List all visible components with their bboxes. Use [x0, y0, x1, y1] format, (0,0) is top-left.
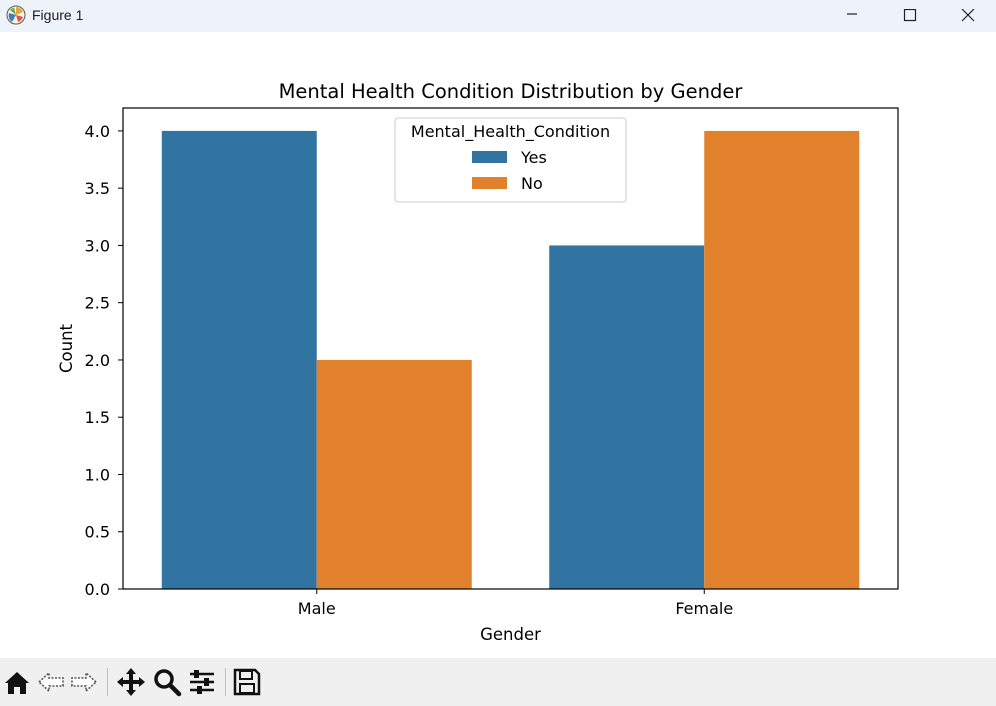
- configure-subplots-icon: [190, 670, 214, 694]
- legend-label-yes: Yes: [520, 148, 547, 167]
- window-titlebar: Figure 1: [0, 0, 996, 32]
- zoom-icon: [154, 669, 182, 697]
- legend-label-no: No: [521, 174, 543, 193]
- zoom-button[interactable]: [151, 666, 183, 698]
- bar-yes-female: [549, 245, 705, 589]
- bar-no-male: [316, 359, 472, 589]
- save-icon: [233, 668, 261, 696]
- maximize-button[interactable]: [881, 0, 939, 32]
- bar-no-female: [704, 130, 860, 589]
- forward-button[interactable]: [68, 666, 100, 698]
- home-icon: [5, 672, 29, 694]
- save-button[interactable]: [231, 666, 263, 698]
- x-axis-label: Gender: [480, 625, 541, 644]
- axes-frame: [122, 107, 899, 590]
- minimize-button[interactable]: [823, 0, 881, 32]
- y-tick-label: 3.5: [85, 179, 110, 198]
- minimize-icon: [847, 13, 857, 15]
- y-tick-label: 4.0: [85, 122, 110, 141]
- figure-canvas[interactable]: Mental Health Condition Distribution by …: [0, 32, 996, 658]
- pan-button[interactable]: [115, 666, 147, 698]
- pan-icon: [117, 668, 145, 696]
- x-tick-label: Male: [298, 599, 336, 618]
- bar-yes-male: [161, 130, 317, 589]
- maximize-icon: [903, 9, 917, 22]
- close-icon: [961, 9, 975, 22]
- close-button[interactable]: [939, 0, 996, 32]
- legend-title: Mental_Health_Condition: [411, 122, 610, 142]
- back-button[interactable]: [35, 666, 67, 698]
- y-tick-label: 3.0: [85, 236, 110, 255]
- y-tick-label: 0.0: [85, 580, 110, 599]
- y-axis-label: Count: [57, 323, 76, 373]
- legend-box: [394, 117, 627, 203]
- legend-swatch-yes: [472, 151, 507, 163]
- chart-title: Mental Health Condition Distribution by …: [279, 80, 744, 103]
- window-title: Figure 1: [32, 7, 84, 23]
- y-tick-label: 1.0: [85, 465, 110, 484]
- y-tick-label: 2.0: [85, 351, 110, 370]
- y-tick-label: 0.5: [85, 523, 110, 542]
- legend-swatch-no: [472, 177, 507, 189]
- matplotlib-logo-icon: [6, 5, 26, 25]
- toolbar-separator: [225, 668, 226, 696]
- navigation-toolbar: [0, 658, 996, 706]
- bar-chart: Mental Health Condition Distribution by …: [57, 80, 899, 644]
- back-icon: [37, 671, 64, 693]
- configure-subplots-button[interactable]: [186, 666, 218, 698]
- y-tick-label: 2.5: [85, 294, 110, 313]
- forward-icon: [71, 671, 98, 693]
- y-tick-label: 1.5: [85, 408, 110, 427]
- home-button[interactable]: [1, 666, 33, 698]
- toolbar-separator: [107, 668, 108, 696]
- x-tick-label: Female: [675, 599, 733, 618]
